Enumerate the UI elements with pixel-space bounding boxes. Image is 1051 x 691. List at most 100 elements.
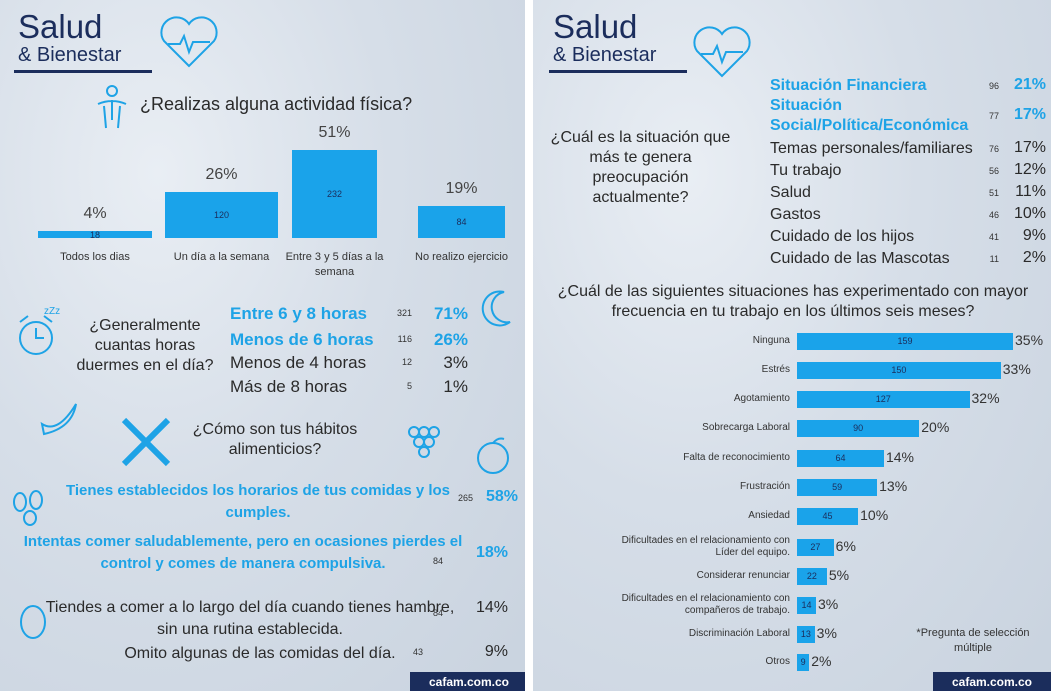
y-tick-label: Ansiedad	[748, 510, 790, 521]
bar-percent: 33%	[1002, 361, 1031, 377]
bar-percent: 6%	[835, 538, 856, 554]
y-tick-label: Ninguna	[752, 335, 790, 346]
chart-title: ¿Realizas alguna actividad física?	[140, 94, 413, 114]
row-count: 321	[396, 308, 412, 318]
row-label: Intentas comer saludablemente, pero en o…	[23, 533, 463, 572]
footer: cafam.com.co	[933, 672, 1051, 691]
brand-subtitle: & Bienestar	[18, 44, 122, 66]
row-count: 46	[988, 210, 999, 220]
x-tick-label: Entre 3 y 5 días a la semana	[285, 251, 384, 278]
note: *Pregunta de selección múltiple	[916, 627, 1030, 654]
row-percent: 3%	[443, 353, 468, 372]
row-label: Omito algunas de las comidas del día.	[124, 645, 396, 662]
bar-value: 232	[326, 189, 343, 199]
row-label: Situación Social/Política/Económica	[770, 97, 969, 134]
row-label: Salud	[770, 184, 811, 201]
row-count: 77	[988, 111, 999, 121]
question: ¿Cómo son tus hábitos alimenticios?	[192, 421, 358, 458]
bar	[797, 568, 827, 585]
row-label: Menos de 4 horas	[230, 353, 367, 372]
question: ¿Cuál es la situación que más te genera …	[550, 129, 731, 206]
moon-icon	[481, 290, 511, 327]
bar-value: 27	[810, 542, 821, 552]
bar	[797, 362, 1001, 379]
beans-icon	[13, 490, 43, 526]
row-percent: 12%	[1013, 161, 1046, 178]
bar-value: 120	[213, 210, 230, 221]
brand-title: Salud	[18, 8, 103, 45]
left-panel: zZz Salud & Bienestar cafam.com.co ¿Realiza…	[0, 0, 525, 691]
bar	[797, 654, 810, 671]
bar-percent: 2%	[811, 653, 832, 669]
peach-icon	[477, 437, 509, 474]
bar-value: 14	[801, 600, 812, 610]
y-tick-label: Otros	[765, 656, 790, 667]
bar-percent: 3%	[816, 625, 837, 641]
bar-value: 159	[897, 336, 913, 346]
row-count: 51	[988, 188, 999, 198]
bar-percent: 32%	[971, 390, 1000, 406]
row-percent: 14%	[475, 599, 508, 616]
bar	[797, 508, 859, 525]
row-count: 96	[988, 81, 999, 91]
grapes-icon	[408, 426, 440, 458]
bar-value: 59	[832, 482, 843, 492]
row-label: Tu trabajo	[770, 162, 842, 179]
bar	[418, 206, 505, 238]
bar-value: 150	[891, 365, 907, 375]
row-label: Tiendes a comer a lo largo del día cuand…	[45, 599, 455, 638]
row-percent: 71%	[433, 304, 468, 323]
row-label: Cuidado de los hijos	[770, 228, 915, 245]
bar	[165, 192, 278, 238]
egg-icon	[20, 605, 46, 639]
row-count: 43	[412, 647, 423, 657]
y-tick-label: Frustración	[739, 481, 790, 492]
svg-text:zZz: zZz	[44, 306, 60, 317]
row-count: 116	[397, 334, 412, 344]
row-percent: 1%	[443, 377, 468, 396]
y-tick-label: Estrés	[761, 364, 790, 375]
heart-icon	[160, 16, 218, 68]
brand-subtitle: & Bienestar	[553, 44, 657, 66]
bar-percent: 3%	[818, 596, 839, 612]
exercise-icon	[97, 85, 127, 129]
row-label: Temas personales/familiares	[770, 140, 973, 157]
y-tick-label: Considerar renunciar	[696, 570, 790, 581]
brand-title: Salud	[553, 8, 638, 45]
cutlery-icon	[121, 417, 171, 467]
right-panel: Salud & Bienestar cafam.com.co ¿Cuál es la …	[533, 0, 1051, 691]
row-percent: 11%	[1015, 183, 1046, 200]
bar-value: 127	[875, 394, 891, 404]
bar	[797, 333, 1013, 350]
bar	[797, 391, 970, 408]
row-label: Más de 8 horas	[230, 377, 348, 396]
chart-title: ¿Cuál de las siguientes situaciones has …	[557, 283, 1029, 320]
row-count: 265	[457, 493, 473, 503]
y-tick-label: Dificultades en el relacionamiento con c…	[621, 593, 790, 616]
bar-percent: 35%	[1015, 332, 1044, 348]
bar-percent: 26%	[205, 166, 238, 184]
row-count: 12	[401, 357, 412, 367]
row-count: 5	[406, 381, 412, 391]
row-percent: 18%	[475, 544, 508, 561]
row-percent: 17%	[1013, 106, 1046, 123]
bar	[38, 231, 152, 238]
bar-value: 45	[822, 511, 833, 521]
row-count: 11	[989, 254, 999, 264]
bar-percent: 19%	[445, 180, 478, 198]
heart-icon	[693, 26, 751, 78]
bar-percent: 5%	[828, 567, 850, 583]
row-count: 76	[988, 144, 999, 154]
x-tick-label: Un día a la semana	[173, 251, 270, 263]
x-tick-label: Todos los dias	[60, 251, 130, 263]
bar-percent: 14%	[885, 449, 914, 465]
bar-value: 18	[89, 229, 100, 240]
row-percent: 2%	[1022, 249, 1046, 266]
row-label: Menos de 6 horas	[230, 330, 374, 349]
question: ¿Generalmente cuantas horas duermes en e…	[76, 317, 214, 374]
row-count: 56	[988, 166, 999, 176]
row-percent: 9%	[1022, 227, 1046, 244]
row-percent: 10%	[1013, 205, 1046, 222]
y-tick-label: Sobrecarga Laboral	[702, 422, 790, 433]
